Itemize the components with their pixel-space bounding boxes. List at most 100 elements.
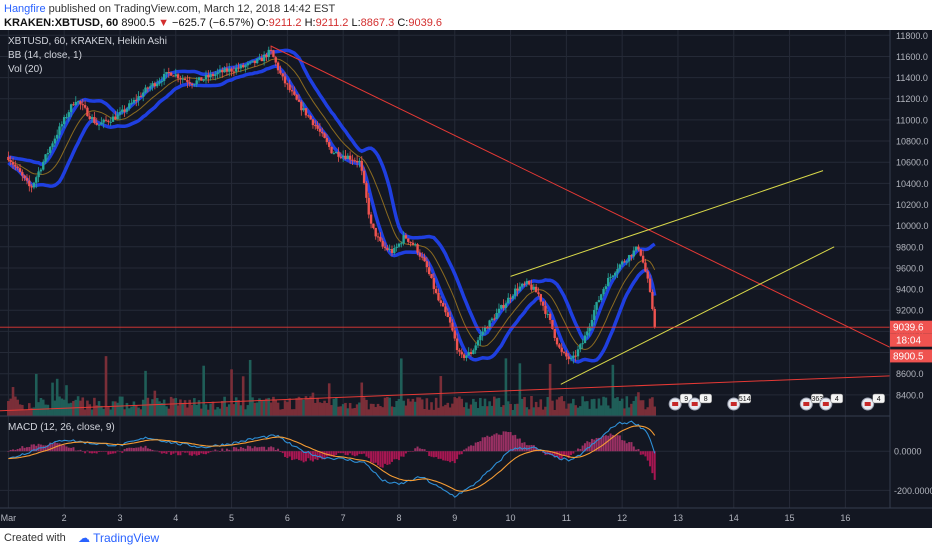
candle-body — [569, 358, 573, 360]
volume-bar — [646, 407, 650, 416]
volume-bar — [207, 409, 210, 416]
candle-body — [79, 101, 82, 105]
event-badges[interactable]: 9 8 514 363 4 4 — [668, 393, 885, 411]
macd-histogram-bar — [442, 451, 445, 461]
candle-body — [455, 338, 459, 351]
volume-bar — [97, 401, 101, 416]
bb-basis — [8, 58, 656, 351]
macd-histogram-bar — [449, 451, 452, 463]
time-axis[interactable]: Mar 2 3 4 5 6 7 8 9 10 11 12 13 14 15 16 — [1, 513, 851, 523]
candle-body — [55, 134, 59, 139]
candle-body — [323, 133, 326, 138]
candle-body — [434, 288, 438, 293]
candle-body — [241, 65, 245, 68]
macd-tick-label: -200.0000 — [894, 486, 932, 496]
volume-bar — [16, 399, 19, 416]
candle-body — [207, 75, 210, 78]
tradingview-logo[interactable]: ☁ TradingView — [78, 531, 159, 545]
author-link[interactable]: Hangfire — [4, 3, 46, 15]
volume-bar — [406, 398, 410, 416]
volume-bar — [402, 400, 405, 416]
candle-body — [72, 104, 75, 106]
candle-body — [116, 114, 119, 120]
candle-body — [437, 292, 440, 301]
volume-bar — [383, 397, 387, 416]
volume-bar — [234, 397, 238, 416]
candle-body — [232, 71, 236, 73]
volume-bar — [483, 398, 487, 416]
candle-body — [444, 306, 447, 313]
volume-bar — [627, 407, 631, 416]
candle-body — [130, 102, 133, 104]
time-tick-label: 8 — [396, 513, 401, 523]
macd-histogram-bar — [235, 447, 238, 452]
macd-histogram-bar — [467, 446, 470, 452]
candle-body — [537, 292, 540, 295]
candle-body — [28, 180, 31, 187]
volume-bar — [137, 407, 140, 416]
macd-histogram-bar — [351, 451, 354, 456]
macd-histogram-bar — [167, 451, 170, 453]
macd-histogram-bar — [581, 445, 584, 452]
macd-histogram-bar — [177, 451, 180, 456]
candle-body — [490, 318, 494, 321]
macd-histogram-bar — [472, 445, 475, 452]
time-tick-label: Mar — [1, 513, 17, 523]
macd-histogram-bar — [284, 451, 287, 457]
candle-body — [353, 160, 356, 162]
volume-bar — [220, 401, 224, 416]
candle-body — [534, 286, 538, 293]
volume-bar — [451, 403, 454, 416]
candle-body — [467, 352, 470, 356]
volume-bar — [381, 407, 384, 416]
close-label: C: — [397, 17, 409, 29]
volume-bar — [132, 401, 136, 416]
macd-histogram-bar — [432, 451, 435, 458]
macd-histogram-bar — [128, 447, 131, 452]
volume-bar — [390, 406, 394, 416]
volume-bar — [125, 402, 129, 416]
volume-bar — [248, 359, 252, 416]
volume-bar — [351, 408, 354, 416]
macd-histogram-bar — [439, 451, 442, 459]
candle-body — [520, 283, 524, 287]
candle-body — [297, 99, 301, 102]
trendlines[interactable] — [0, 45, 891, 412]
candle-body — [386, 247, 389, 250]
macd-histogram-bar — [532, 445, 535, 452]
candle-body — [295, 94, 298, 100]
candle-body — [388, 249, 391, 251]
volume-bar — [625, 396, 629, 416]
macd-histogram-bar — [625, 443, 628, 452]
candle-body — [634, 246, 638, 251]
volume-bar — [186, 407, 189, 416]
event-count-badge — [872, 393, 885, 404]
event-count: 9 — [684, 396, 688, 403]
volume-bar — [495, 398, 498, 416]
volume-bar — [239, 405, 243, 416]
candle-body — [574, 355, 577, 357]
candle-body — [183, 78, 187, 81]
volume-bar — [411, 398, 415, 416]
volume-bar — [60, 398, 64, 416]
price-badge-last: 8900.5 — [890, 349, 932, 363]
macd-histogram-bar — [295, 451, 298, 459]
macd-histogram-bar — [121, 451, 124, 453]
volume-bar — [479, 397, 482, 416]
candle-body — [497, 308, 501, 313]
volume-bar — [237, 400, 240, 416]
macd-histogram-bar — [242, 447, 245, 452]
candle-body — [293, 91, 296, 95]
macd-histogram-bar — [223, 451, 226, 452]
macd-histogram-bar — [142, 447, 145, 452]
candle-body — [369, 214, 373, 224]
macd-histogram-bar — [400, 451, 403, 457]
volume-bar — [458, 396, 461, 416]
candle-body — [588, 326, 591, 332]
volume-bar — [293, 409, 296, 416]
price-tick-label: 10200.0 — [896, 200, 929, 210]
event-count-badge — [830, 393, 844, 404]
trendline-yellow — [510, 170, 824, 277]
macd-histogram-bar — [630, 442, 633, 452]
